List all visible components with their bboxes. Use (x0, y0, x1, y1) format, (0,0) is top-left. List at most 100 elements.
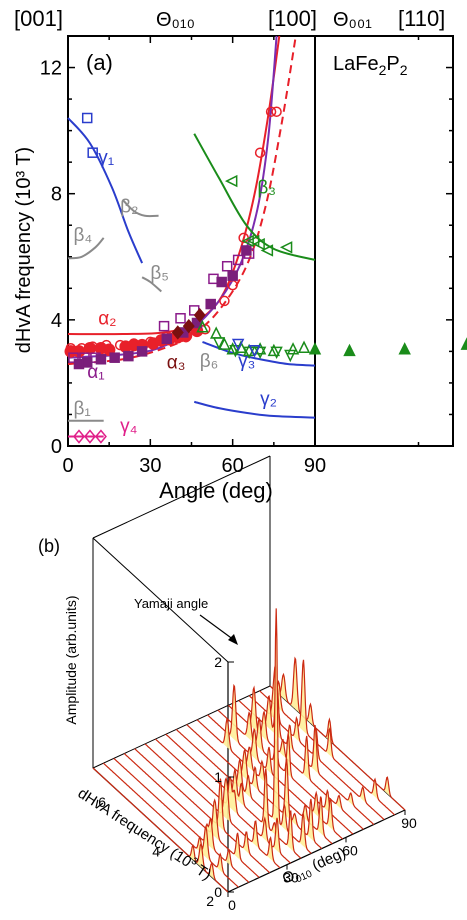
top-label-theta010: Θ₀₁₀ (156, 9, 195, 31)
marker-alpha2-open (265, 106, 277, 117)
series-label: β₁ (73, 398, 90, 419)
marker-alpha1-filled-square (109, 352, 120, 363)
marker-beta6-right (460, 337, 467, 350)
marker-gamma3 (231, 338, 245, 352)
marker-diamond-dark (193, 307, 206, 323)
top-label-theta001: Θ₀₀₁ (333, 9, 372, 31)
plot-frame-right (314, 35, 454, 447)
trace-fill (207, 685, 343, 839)
marker-beta6-up (286, 342, 300, 355)
yamaji-annotation: Yamaji angle (134, 596, 208, 611)
series-label: γ₃ (238, 351, 255, 372)
axis-ticks-a: 04812030609060 (40, 36, 453, 477)
series-label: β₆ (200, 351, 219, 372)
angle-tick-label: 60 (342, 842, 358, 858)
marker-beta6-up (267, 343, 281, 357)
plot-area-a: 04812030609060 γ₁β₂β₄β₅β₃α₂α₁α₃β₆γ₃γ₂β₁γ… (40, 35, 467, 477)
marker-alpha1-filled-square (136, 346, 148, 357)
x-tick-label: 30 (139, 455, 161, 477)
marker-alpha1-filled-square (216, 276, 227, 288)
marker-diamond-dark (182, 318, 195, 334)
series-label: α₂ (98, 309, 116, 330)
x-tick-label: 0 (62, 455, 73, 477)
angle-tick-label: 0 (228, 897, 236, 913)
marker-diamond-dark (171, 325, 184, 340)
marker-beta3 (279, 241, 293, 254)
series-label: β₃ (257, 178, 276, 199)
top-label-100: [100] (268, 6, 317, 31)
trace-line (134, 748, 271, 874)
marker-beta6-up (297, 340, 311, 353)
top-label-001: [001] (14, 6, 63, 31)
trace-line (144, 743, 281, 869)
fit-line-gamma2-fit (193, 400, 316, 419)
series-label: α₃ (167, 353, 186, 374)
panel-a: [001] Θ₀₁₀ [100] Θ₀₀₁ [110] dHvA frequen… (13, 6, 467, 503)
freq-tick-label: 2 (206, 893, 214, 909)
trace-fill (176, 608, 312, 854)
top-label-110: [110] (398, 6, 445, 31)
freq-tick-label: 4 (152, 843, 160, 859)
panel-a-label: (a) (86, 50, 113, 75)
markers-a (64, 106, 467, 444)
marker-alpha1-filled-square (81, 357, 93, 368)
angle-tick-label: 30 (283, 870, 299, 886)
marker-alpha1-filled-square (227, 270, 238, 281)
freq-tick-label: 6 (98, 794, 106, 810)
marker-beta3 (241, 234, 254, 248)
marker-beta6 (270, 346, 283, 360)
z-tick-label: 2 (214, 654, 222, 670)
fit-line-beta3-fit (193, 133, 316, 261)
y-tick-label: 0 (51, 436, 62, 458)
series-label: β₅ (150, 263, 169, 284)
fit-lines-a (67, 35, 316, 438)
trace-line (92, 767, 229, 893)
marker-gamma4 (94, 429, 107, 444)
series-label: γ₄ (120, 416, 137, 437)
marker-alpha1-filled-square (205, 298, 216, 310)
marker-alpha1-filled-square (161, 333, 173, 345)
panel-b-label: (b) (38, 536, 60, 556)
angle-tick-label: 90 (401, 815, 417, 831)
marker-alpha3-filled (83, 341, 97, 355)
marker-alpha1-filled-square (123, 350, 134, 362)
trace-line (186, 724, 323, 850)
x-tick-label: 60 (222, 455, 244, 477)
floor-back-edge (92, 685, 271, 769)
marker-beta6-right (308, 342, 322, 355)
marker-beta6 (253, 346, 267, 360)
top-left-edge (92, 537, 229, 663)
marker-alpha3-filled (72, 345, 86, 358)
series-label: β₂ (120, 197, 138, 218)
marker-alpha1-open-square (175, 313, 186, 324)
marker-gamma3 (248, 345, 261, 358)
marker-alpha2-open (219, 295, 230, 307)
waterfall-traces (92, 608, 406, 893)
marker-alpha2-open (254, 147, 266, 158)
z-tick-label: 0 (214, 884, 222, 900)
marker-beta3 (260, 244, 274, 257)
marker-beta6-right (343, 343, 356, 357)
fit-line-beta4-fit (67, 237, 105, 260)
trace-line (259, 659, 395, 816)
y-axis-label: dHvA frequency (10³ T) (13, 147, 35, 353)
marker-beta6-up (209, 326, 223, 339)
marker-gamma4 (73, 429, 85, 444)
z-tick-label: 1 (214, 769, 222, 785)
marker-beta6-up (218, 337, 231, 350)
freq-axis-label: dHvA frequency (103 T) (75, 784, 215, 884)
marker-alpha1-open-square (68, 352, 79, 363)
trace-line (123, 753, 260, 878)
marker-gamma4 (83, 429, 96, 444)
floor-edge-angle (227, 809, 406, 893)
trace-line (269, 656, 406, 811)
y-tick-label: 12 (40, 58, 62, 80)
marker-beta6-up (234, 340, 248, 353)
fit-line-beta5-fit (141, 276, 162, 293)
sample-label: LaFe2P2 (333, 53, 408, 78)
z-axis-label: Amplitude (arb.units) (63, 595, 79, 724)
trace-fill (186, 724, 322, 849)
